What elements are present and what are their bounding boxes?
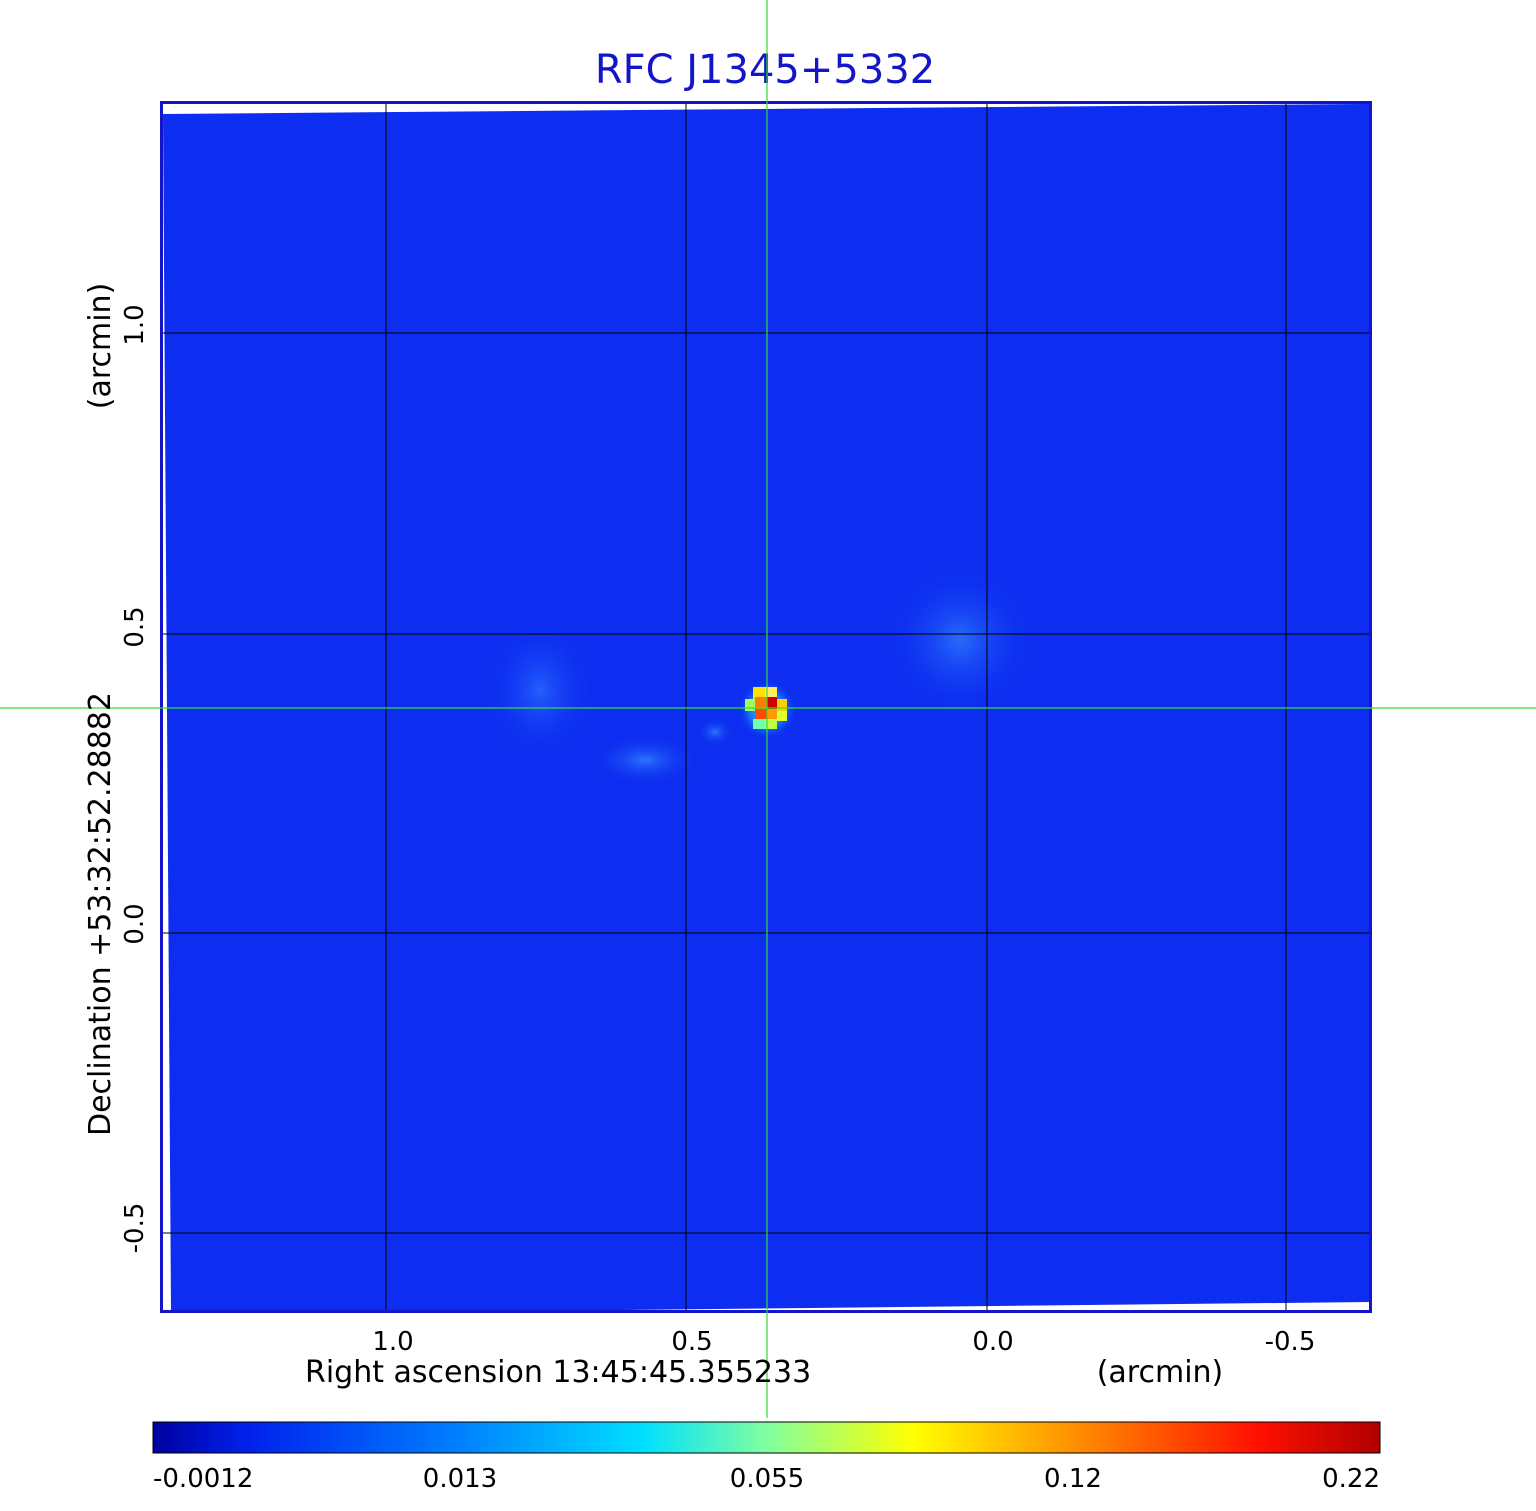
y-axis-ticks: 1.0 0.5 0.0 -0.5 <box>120 304 150 1253</box>
x-axis-unit: (arcmin) <box>1097 1355 1224 1390</box>
emission-knot <box>697 718 733 746</box>
colorbar-tick-label: 0.12 <box>1044 1464 1102 1494</box>
emission-glow-east <box>485 620 595 760</box>
x-tick-label: 0.5 <box>671 1327 712 1357</box>
x-tick-label: 0.0 <box>972 1327 1013 1357</box>
y-tick-label: 0.0 <box>120 903 150 944</box>
bright-source-core <box>745 687 787 729</box>
emission-glow-west <box>885 565 1035 715</box>
x-axis-ticks: 1.0 0.5 0.0 -0.5 <box>372 1327 1315 1357</box>
colorbar-tick-label: 0.013 <box>423 1464 497 1494</box>
y-tick-label: -0.5 <box>120 1203 150 1254</box>
image-frame <box>160 101 1372 1313</box>
colorbar-tick-label: 0.22 <box>1322 1464 1380 1494</box>
x-axis-label: Right ascension 13:45:45.355233 <box>305 1355 811 1390</box>
y-tick-label: 1.0 <box>120 304 150 345</box>
y-axis-unit: (arcmin) <box>83 283 118 410</box>
plot-title: RFC J1345+5332 <box>595 47 935 93</box>
colorbar <box>152 1421 1381 1454</box>
x-tick-label: -0.5 <box>1265 1327 1316 1357</box>
emission-arc <box>590 735 700 785</box>
x-tick-label: 1.0 <box>372 1327 413 1357</box>
y-tick-label: 0.5 <box>120 606 150 647</box>
colorbar-ticks: -0.0012 0.013 0.055 0.12 0.22 <box>153 1464 1380 1494</box>
colorbar-tick-label: 0.055 <box>730 1464 804 1494</box>
y-axis-label: Declination +53:32:52.28882 <box>83 692 118 1136</box>
colorbar-tick-label: -0.0012 <box>153 1464 253 1494</box>
